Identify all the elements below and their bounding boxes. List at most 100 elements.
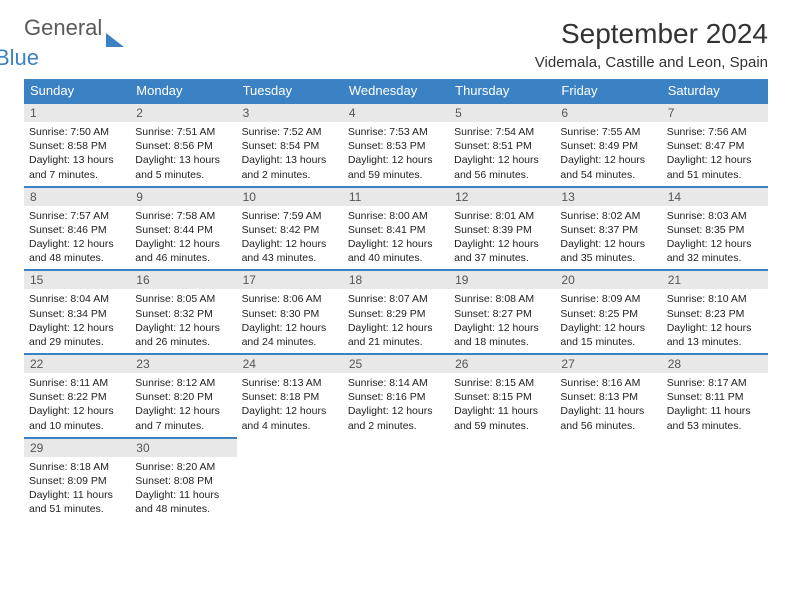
day-data: Sunrise: 8:09 AMSunset: 8:25 PMDaylight:…: [555, 289, 661, 353]
weekday-header-row: Sunday Monday Tuesday Wednesday Thursday…: [24, 79, 768, 103]
calendar-cell: 5Sunrise: 7:54 AMSunset: 8:51 PMDaylight…: [449, 103, 555, 187]
day-data: Sunrise: 7:54 AMSunset: 8:51 PMDaylight:…: [449, 122, 555, 186]
day-data: Sunrise: 7:58 AMSunset: 8:44 PMDaylight:…: [130, 206, 236, 270]
day-data: Sunrise: 8:14 AMSunset: 8:16 PMDaylight:…: [343, 373, 449, 437]
day-number: 5: [449, 104, 555, 122]
day-number: 28: [662, 355, 768, 373]
day-data: Sunrise: 8:01 AMSunset: 8:39 PMDaylight:…: [449, 206, 555, 270]
header-friday: Friday: [555, 79, 661, 103]
header-thursday: Thursday: [449, 79, 555, 103]
day-number: 24: [237, 355, 343, 373]
day-number: 7: [662, 104, 768, 122]
calendar-cell: 1Sunrise: 7:50 AMSunset: 8:58 PMDaylight…: [24, 103, 130, 187]
day-number: 8: [24, 188, 130, 206]
day-data: Sunrise: 7:53 AMSunset: 8:53 PMDaylight:…: [343, 122, 449, 186]
calendar-cell: 29Sunrise: 8:18 AMSunset: 8:09 PMDayligh…: [24, 438, 130, 521]
calendar-row: 15Sunrise: 8:04 AMSunset: 8:34 PMDayligh…: [24, 270, 768, 354]
day-data: Sunrise: 7:57 AMSunset: 8:46 PMDaylight:…: [24, 206, 130, 270]
calendar-cell: 27Sunrise: 8:16 AMSunset: 8:13 PMDayligh…: [555, 354, 661, 438]
header-saturday: Saturday: [662, 79, 768, 103]
calendar-cell: 21Sunrise: 8:10 AMSunset: 8:23 PMDayligh…: [662, 270, 768, 354]
calendar-cell: 25Sunrise: 8:14 AMSunset: 8:16 PMDayligh…: [343, 354, 449, 438]
calendar-cell: [555, 438, 661, 521]
day-data: Sunrise: 8:20 AMSunset: 8:08 PMDaylight:…: [130, 457, 236, 521]
calendar-cell: 8Sunrise: 7:57 AMSunset: 8:46 PMDaylight…: [24, 187, 130, 271]
logo: General Blue: [24, 18, 124, 58]
calendar-cell: 30Sunrise: 8:20 AMSunset: 8:08 PMDayligh…: [130, 438, 236, 521]
calendar-cell: 28Sunrise: 8:17 AMSunset: 8:11 PMDayligh…: [662, 354, 768, 438]
day-number: 18: [343, 271, 449, 289]
day-data: Sunrise: 8:08 AMSunset: 8:27 PMDaylight:…: [449, 289, 555, 353]
calendar-cell: 23Sunrise: 8:12 AMSunset: 8:20 PMDayligh…: [130, 354, 236, 438]
calendar-row: 22Sunrise: 8:11 AMSunset: 8:22 PMDayligh…: [24, 354, 768, 438]
calendar-cell: 19Sunrise: 8:08 AMSunset: 8:27 PMDayligh…: [449, 270, 555, 354]
day-data: Sunrise: 8:07 AMSunset: 8:29 PMDaylight:…: [343, 289, 449, 353]
calendar-cell: 26Sunrise: 8:15 AMSunset: 8:15 PMDayligh…: [449, 354, 555, 438]
header-tuesday: Tuesday: [237, 79, 343, 103]
day-number: 22: [24, 355, 130, 373]
day-number: 20: [555, 271, 661, 289]
calendar-cell: 3Sunrise: 7:52 AMSunset: 8:54 PMDaylight…: [237, 103, 343, 187]
day-number: 4: [343, 104, 449, 122]
day-data: Sunrise: 8:04 AMSunset: 8:34 PMDaylight:…: [24, 289, 130, 353]
calendar-cell: 2Sunrise: 7:51 AMSunset: 8:56 PMDaylight…: [130, 103, 236, 187]
day-data: Sunrise: 7:50 AMSunset: 8:58 PMDaylight:…: [24, 122, 130, 186]
day-data: Sunrise: 7:56 AMSunset: 8:47 PMDaylight:…: [662, 122, 768, 186]
day-data: Sunrise: 7:51 AMSunset: 8:56 PMDaylight:…: [130, 122, 236, 186]
day-number: 10: [237, 188, 343, 206]
day-data: Sunrise: 8:17 AMSunset: 8:11 PMDaylight:…: [662, 373, 768, 437]
day-number: 13: [555, 188, 661, 206]
day-number: 27: [555, 355, 661, 373]
location: Videmala, Castille and Leon, Spain: [535, 54, 768, 71]
calendar-cell: [449, 438, 555, 521]
day-data: Sunrise: 8:13 AMSunset: 8:18 PMDaylight:…: [237, 373, 343, 437]
logo-text-blue: Blue: [0, 48, 74, 68]
calendar-cell: 20Sunrise: 8:09 AMSunset: 8:25 PMDayligh…: [555, 270, 661, 354]
day-number: 1: [24, 104, 130, 122]
calendar-cell: 14Sunrise: 8:03 AMSunset: 8:35 PMDayligh…: [662, 187, 768, 271]
calendar-cell: 16Sunrise: 8:05 AMSunset: 8:32 PMDayligh…: [130, 270, 236, 354]
calendar-cell: 11Sunrise: 8:00 AMSunset: 8:41 PMDayligh…: [343, 187, 449, 271]
day-data: Sunrise: 8:18 AMSunset: 8:09 PMDaylight:…: [24, 457, 130, 521]
calendar-cell: 24Sunrise: 8:13 AMSunset: 8:18 PMDayligh…: [237, 354, 343, 438]
day-number: 25: [343, 355, 449, 373]
calendar-cell: 4Sunrise: 7:53 AMSunset: 8:53 PMDaylight…: [343, 103, 449, 187]
day-data: Sunrise: 7:55 AMSunset: 8:49 PMDaylight:…: [555, 122, 661, 186]
calendar-cell: 9Sunrise: 7:58 AMSunset: 8:44 PMDaylight…: [130, 187, 236, 271]
calendar-cell: 7Sunrise: 7:56 AMSunset: 8:47 PMDaylight…: [662, 103, 768, 187]
day-number: 16: [130, 271, 236, 289]
day-number: 21: [662, 271, 768, 289]
calendar-cell: [343, 438, 449, 521]
day-data: Sunrise: 7:59 AMSunset: 8:42 PMDaylight:…: [237, 206, 343, 270]
day-data: Sunrise: 7:52 AMSunset: 8:54 PMDaylight:…: [237, 122, 343, 186]
day-data: Sunrise: 8:11 AMSunset: 8:22 PMDaylight:…: [24, 373, 130, 437]
day-data: Sunrise: 8:05 AMSunset: 8:32 PMDaylight:…: [130, 289, 236, 353]
day-number: 12: [449, 188, 555, 206]
day-number: 26: [449, 355, 555, 373]
calendar-cell: [662, 438, 768, 521]
day-data: Sunrise: 8:10 AMSunset: 8:23 PMDaylight:…: [662, 289, 768, 353]
calendar-cell: 6Sunrise: 7:55 AMSunset: 8:49 PMDaylight…: [555, 103, 661, 187]
logo-text-general: General: [24, 18, 102, 38]
day-number: 9: [130, 188, 236, 206]
calendar-cell: 18Sunrise: 8:07 AMSunset: 8:29 PMDayligh…: [343, 270, 449, 354]
calendar-row: 29Sunrise: 8:18 AMSunset: 8:09 PMDayligh…: [24, 438, 768, 521]
day-number: 17: [237, 271, 343, 289]
day-data: Sunrise: 8:00 AMSunset: 8:41 PMDaylight:…: [343, 206, 449, 270]
month-title: September 2024: [535, 18, 768, 50]
calendar-table: Sunday Monday Tuesday Wednesday Thursday…: [24, 79, 768, 520]
day-data: Sunrise: 8:06 AMSunset: 8:30 PMDaylight:…: [237, 289, 343, 353]
day-number: 19: [449, 271, 555, 289]
day-number: 6: [555, 104, 661, 122]
day-number: 14: [662, 188, 768, 206]
day-number: 11: [343, 188, 449, 206]
calendar-cell: 17Sunrise: 8:06 AMSunset: 8:30 PMDayligh…: [237, 270, 343, 354]
day-number: 15: [24, 271, 130, 289]
calendar-cell: [237, 438, 343, 521]
day-data: Sunrise: 8:16 AMSunset: 8:13 PMDaylight:…: [555, 373, 661, 437]
day-data: Sunrise: 8:15 AMSunset: 8:15 PMDaylight:…: [449, 373, 555, 437]
calendar-row: 1Sunrise: 7:50 AMSunset: 8:58 PMDaylight…: [24, 103, 768, 187]
header-monday: Monday: [130, 79, 236, 103]
day-number: 3: [237, 104, 343, 122]
day-number: 23: [130, 355, 236, 373]
